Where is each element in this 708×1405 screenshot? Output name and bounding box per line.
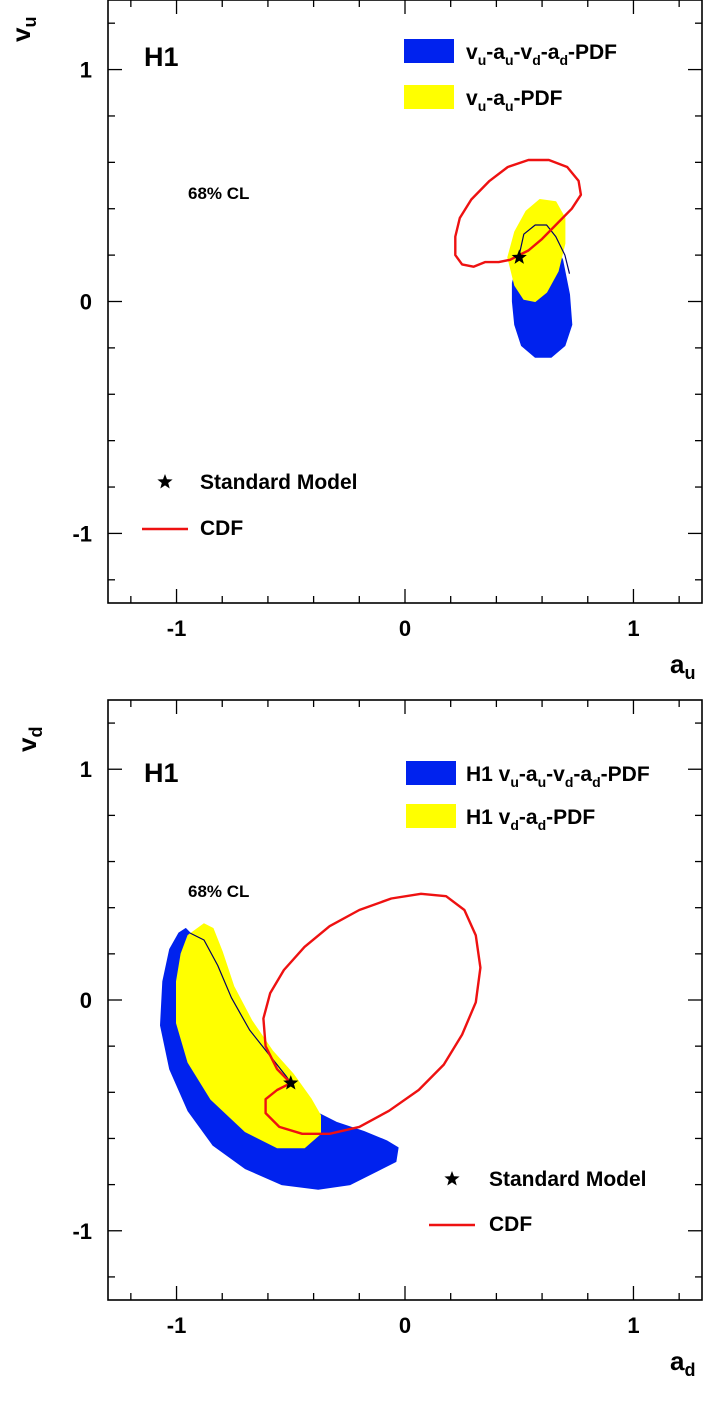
legend-standard-model-label: Standard Model — [200, 471, 358, 494]
y-tick-label: 1 — [80, 757, 92, 782]
legend-standard-model-icon — [444, 1171, 460, 1186]
legend-label-1: vu-au-vd-ad-PDF — [466, 41, 617, 68]
panel-2: -1 0 1 -1 0 1 ad vd H1 68% CL H1 vu-au-vd-ad-PDF H1… — [12, 699, 703, 1380]
standard-model-marker — [511, 249, 527, 264]
legend-label-1: H1 vu-au-vd-ad-PDF — [466, 763, 650, 790]
x-tick-label: 0 — [399, 1313, 411, 1338]
series-h1-v-d-a-d-pdf-region — [176, 923, 321, 1149]
series-cdf-contour — [454, 158, 583, 268]
y-tick-label: 0 — [80, 290, 92, 315]
legend-cdf-label: CDF — [200, 517, 243, 540]
experiment-label: H1 — [144, 758, 179, 788]
standard-model-marker — [283, 1075, 299, 1090]
x-tick-label: -1 — [167, 1313, 187, 1338]
series-v-u-a-u-pdf-region — [507, 199, 566, 302]
y-axis-label: vd — [12, 727, 46, 752]
legend-label-2: vu-au-PDF — [466, 87, 563, 114]
legend-swatch-2 — [404, 85, 454, 109]
x-axis-label: au — [670, 649, 695, 683]
x-tick-label: -1 — [167, 616, 187, 641]
series-cdf-contour — [262, 892, 482, 1135]
x-tick-label: 0 — [399, 616, 411, 641]
confidence-level-label: 68% CL — [188, 184, 249, 203]
y-axis-label: vu — [6, 17, 40, 42]
panel-1: -1 0 1 -1 0 1 au vu H1 68% CL vu-au-vd-ad-PDF vu-au… — [6, 0, 703, 683]
x-tick-label: 1 — [627, 616, 639, 641]
legend-swatch-1 — [404, 39, 454, 63]
legend-cdf-label: CDF — [489, 1213, 532, 1236]
legend-swatch-2 — [406, 804, 456, 828]
confidence-level-label: 68% CL — [188, 882, 249, 901]
y-tick-label: -1 — [72, 521, 92, 546]
x-axis-label: ad — [670, 1346, 695, 1380]
legend-swatch-1 — [406, 761, 456, 785]
y-tick-label: 1 — [80, 58, 92, 83]
legend-standard-model-label: Standard Model — [489, 1168, 647, 1191]
legend-standard-model-icon — [157, 474, 173, 489]
series-thin-contour — [189, 932, 292, 1084]
plot-area — [160, 892, 482, 1190]
y-tick-label: 0 — [80, 988, 92, 1013]
series-thin-contour — [518, 224, 571, 274]
y-tick-label: -1 — [72, 1219, 92, 1244]
x-tick-label: 1 — [627, 1313, 639, 1338]
plot-area — [454, 158, 583, 358]
experiment-label: H1 — [144, 42, 179, 72]
legend-label-2: H1 vd-ad-PDF — [466, 806, 595, 833]
